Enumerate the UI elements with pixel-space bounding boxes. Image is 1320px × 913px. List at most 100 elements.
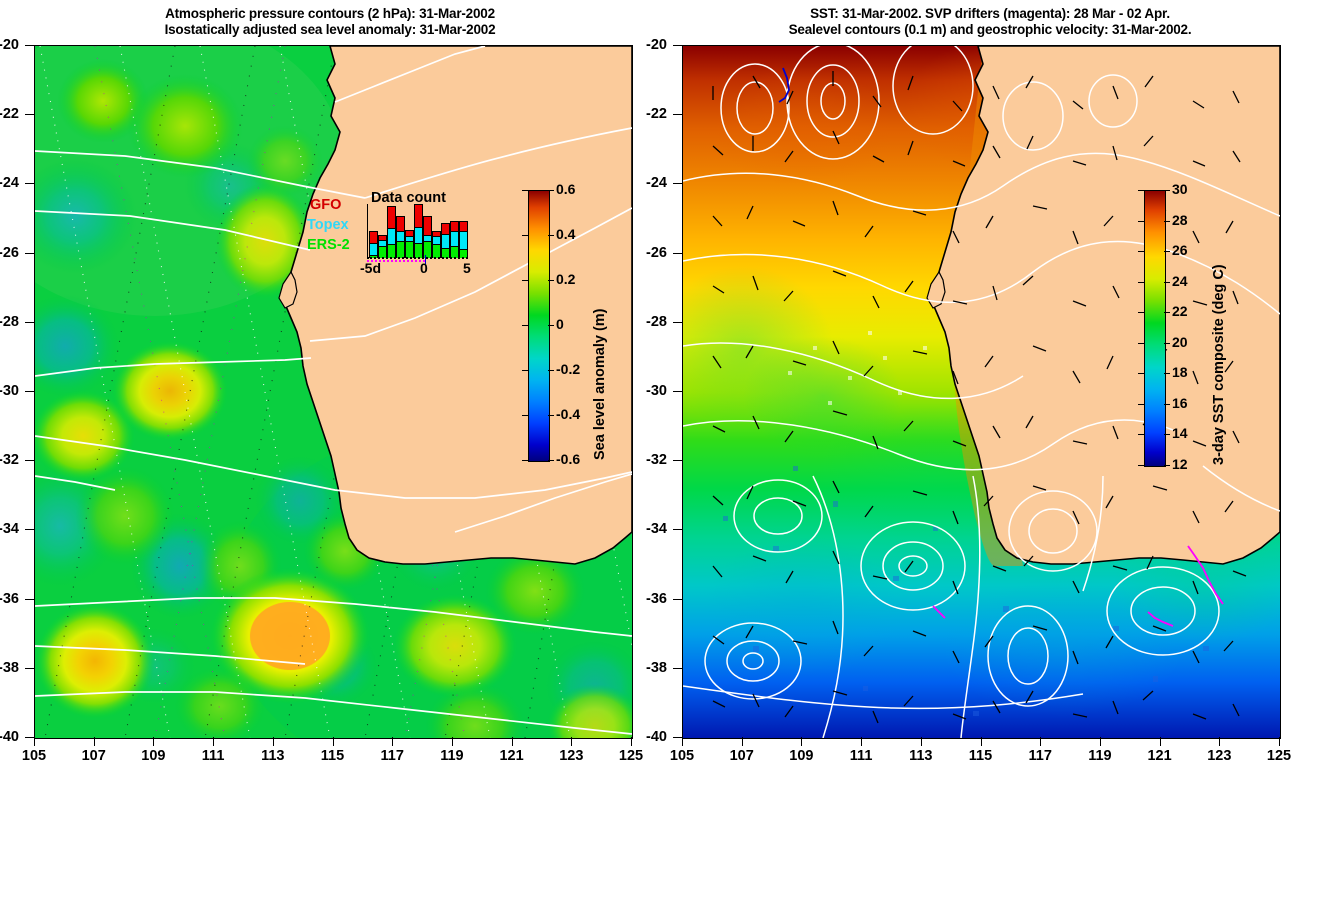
x-tick-label: 115 <box>968 748 993 764</box>
x-tick <box>451 737 453 746</box>
colorbar-tick-label: 30 <box>1172 181 1188 197</box>
colorbar-tick <box>1138 373 1144 375</box>
y-tick-label: -36 <box>646 590 667 607</box>
y-tick-label: -30 <box>646 383 667 399</box>
colorbar-tick <box>1138 465 1144 466</box>
x-tick <box>631 737 632 746</box>
x-tick <box>682 737 683 746</box>
y-tick-label: -38 <box>0 659 19 676</box>
left-panel: Atmospheric pressure contours (2 hPa): 3… <box>0 0 660 780</box>
y-tick-label: -30 <box>0 383 19 399</box>
data-count-segment-gfo <box>459 220 468 231</box>
y-tick <box>673 529 682 531</box>
colorbar-tick <box>522 235 528 236</box>
right-title-line2: Sealevel contours (0.1 m) and geostrophi… <box>788 22 1192 37</box>
right-panel-title: SST: 31-Mar-2002. SVP drifters (magenta)… <box>660 6 1320 38</box>
y-tick-label: -36 <box>0 590 19 607</box>
colorbar-tick <box>522 280 528 281</box>
data-count-segment-gfo <box>423 215 432 236</box>
colorbar-tick-label: 24 <box>1172 272 1188 289</box>
colorbar-tick-label: 22 <box>1172 303 1188 320</box>
data-count-bar <box>450 204 459 258</box>
colorbar-tick-label: 26 <box>1172 242 1188 259</box>
x-tick <box>153 737 155 746</box>
y-tick-label: -34 <box>0 521 19 538</box>
colorbar-tick <box>522 415 528 416</box>
sea-level-anomaly-map[interactable]: GFO Topex ERS-2 <box>34 45 633 739</box>
x-tick-label: 113 <box>261 748 285 764</box>
y-tick-label: -28 <box>646 313 667 330</box>
y-tick <box>25 529 34 531</box>
data-count-xtick-0: -5d <box>360 260 381 276</box>
satellite-legend-ers2: ERS-2 <box>307 237 350 253</box>
x-tick <box>571 737 573 746</box>
x-tick <box>920 737 922 746</box>
data-count-segment-topex <box>387 227 396 244</box>
colorbar-tick <box>1164 220 1170 222</box>
colorbar-tick <box>1138 190 1144 191</box>
x-tick <box>1040 737 1042 746</box>
x-tick-label: 117 <box>1028 748 1052 764</box>
data-count-inset: Data count -5d 0 5 <box>359 190 471 276</box>
y-tick <box>673 321 682 323</box>
colorbar-tick <box>1164 434 1170 436</box>
data-count-segment-gfo <box>378 235 387 241</box>
x-tick-label: 107 <box>729 748 754 764</box>
data-count-segment-ers-2 <box>414 242 423 258</box>
data-count-xtick-2: 5 <box>463 260 471 276</box>
data-count-x-axis <box>367 257 468 259</box>
colorbar-tick <box>548 325 554 326</box>
data-count-bar <box>432 204 441 258</box>
data-count-segment-ers-2 <box>423 241 432 258</box>
colorbar-tick <box>1164 465 1170 466</box>
data-count-x-axis-magenta <box>367 260 425 262</box>
data-count-bar <box>441 204 450 258</box>
data-count-segment-topex <box>459 231 468 249</box>
data-count-zero-line <box>425 255 426 264</box>
colorbar-tick <box>1138 403 1144 405</box>
sst-map[interactable] <box>682 45 1281 739</box>
y-tick-label: -40 <box>646 729 667 745</box>
data-count-bars <box>369 204 468 258</box>
data-count-segment-gfo <box>405 230 414 237</box>
x-tick-label: 123 <box>1207 748 1232 764</box>
data-count-segment-topex <box>432 236 441 244</box>
y-tick-label: -32 <box>0 452 19 469</box>
data-count-xtick-1: 0 <box>420 260 428 276</box>
y-tick <box>25 321 34 323</box>
data-count-segment-gfo <box>396 215 405 231</box>
data-count-segment-gfo <box>369 231 378 243</box>
colorbar-tick <box>548 235 554 236</box>
satellite-legend-topex: Topex <box>307 217 349 233</box>
colorbar-tick-label: 16 <box>1172 394 1188 411</box>
colorbar-tick-label: -0.4 <box>556 406 581 422</box>
data-count-segment-ers-2 <box>459 248 468 258</box>
x-tick-label: 111 <box>201 748 225 764</box>
colorbar-tick <box>522 460 528 461</box>
colorbar-tick <box>1164 190 1170 191</box>
data-count-segment-gfo <box>414 204 423 227</box>
colorbar-tick <box>548 415 554 416</box>
x-tick <box>392 737 394 746</box>
y-tick <box>25 252 34 254</box>
x-tick <box>511 737 513 746</box>
y-tick <box>25 183 34 185</box>
data-count-bar <box>459 204 468 258</box>
y-tick-label: -24 <box>646 175 667 192</box>
data-count-segment-ers-2 <box>387 243 396 258</box>
data-count-bar <box>378 204 387 258</box>
y-tick <box>25 598 34 600</box>
data-count-segment-gfo <box>432 231 441 237</box>
data-count-bar <box>423 204 432 258</box>
right-title-line1: SST: 31-Mar-2002. SVP drifters (magenta)… <box>810 6 1170 21</box>
data-count-segment-topex <box>378 240 387 247</box>
colorbar-tick-label: -0.6 <box>556 451 581 467</box>
colorbar-tick <box>522 190 528 191</box>
y-tick <box>25 45 34 46</box>
colorbar-tick-label: -0.2 <box>556 361 581 377</box>
x-tick <box>213 737 215 746</box>
data-count-segment-gfo <box>441 222 450 234</box>
colorbar-tick <box>1138 220 1144 222</box>
x-tick-label: 113 <box>909 748 933 764</box>
sea-level-anomaly-colorbar <box>528 190 550 462</box>
